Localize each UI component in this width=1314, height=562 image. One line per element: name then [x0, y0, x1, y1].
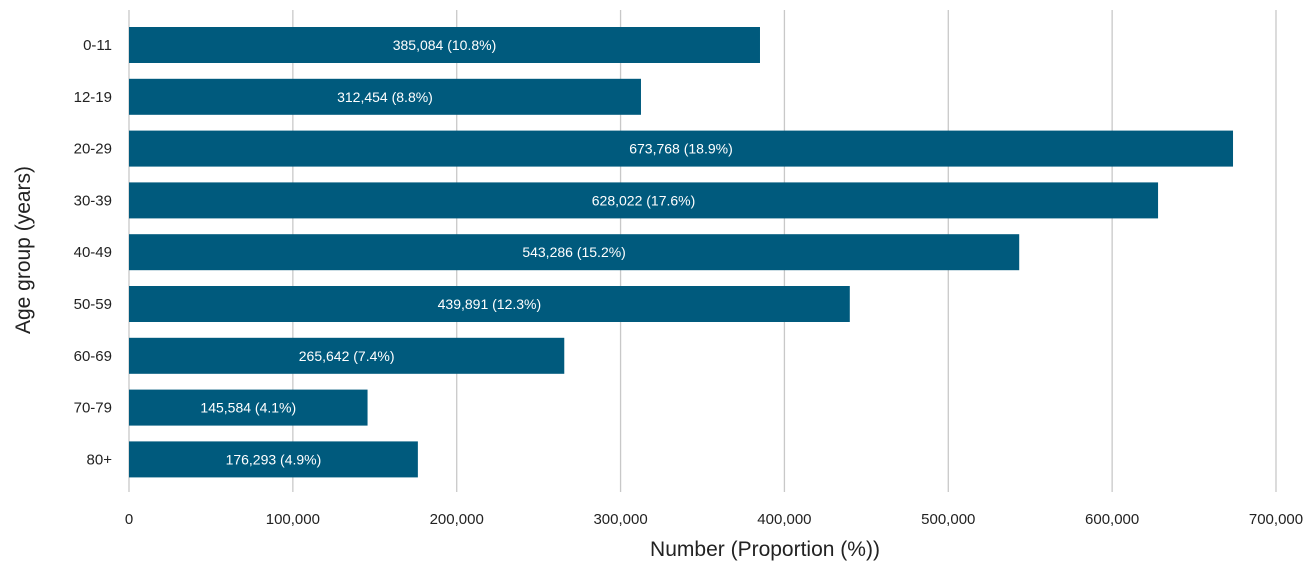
bar-data-label: 312,454 (8.8%) — [337, 89, 433, 105]
bar — [129, 234, 1020, 271]
bar — [129, 27, 760, 63]
data-labels: 385,084 (10.8%) 312,454 (8.8%) 673,768 (18… — [200, 37, 732, 467]
bar-data-label: 673,768 (18.9%) — [629, 141, 733, 157]
bar-data-label: 176,293 (4.9%) — [226, 451, 322, 467]
x-tick-label: 300,000 — [593, 511, 647, 528]
bar — [129, 130, 1234, 167]
x-tick-labels: 0 100,000 200,000 300,000 400,000 500,000 600,… — [125, 511, 1303, 528]
bar-data-label: 439,891 (12.3%) — [438, 296, 542, 312]
bar-data-label: 145,584 (4.1%) — [200, 400, 296, 416]
category-label: 12-19 — [74, 89, 112, 106]
bar-data-label: 385,084 (10.8%) — [393, 37, 497, 53]
y-axis-title: Age group (years) — [12, 166, 35, 334]
bar — [129, 182, 1159, 219]
bar — [129, 286, 850, 322]
category-label: 80+ — [87, 451, 113, 468]
x-tick-label: 0 — [125, 511, 133, 528]
bar-data-label: 265,642 (7.4%) — [299, 348, 395, 364]
x-tick-label: 200,000 — [430, 511, 484, 528]
x-tick-label: 700,000 — [1249, 511, 1303, 528]
category-label: 70-79 — [74, 400, 112, 417]
bar-data-label: 543,286 (15.2%) — [522, 244, 626, 260]
category-label: 40-49 — [74, 244, 112, 261]
bar-data-label: 628,022 (17.6%) — [592, 192, 696, 208]
bar — [129, 389, 368, 426]
x-tick-label: 400,000 — [757, 511, 811, 528]
category-label: 30-39 — [74, 192, 112, 209]
x-axis-title: Number (Proportion (%)) — [650, 538, 880, 561]
category-label: 0-11 — [83, 37, 112, 54]
x-tick-label: 500,000 — [921, 511, 975, 528]
category-label: 20-29 — [74, 141, 112, 158]
x-tick-label: 100,000 — [266, 511, 320, 528]
x-tick-label: 600,000 — [1085, 511, 1139, 528]
category-labels: 0-11 12-19 20-29 30-39 40-49 50-59 60-69 70-79 8… — [74, 37, 113, 468]
bar — [129, 78, 641, 115]
bar — [129, 337, 565, 374]
category-label: 50-59 — [74, 296, 112, 313]
bars — [129, 27, 1234, 478]
bar — [129, 441, 418, 478]
category-label: 60-69 — [74, 348, 112, 365]
